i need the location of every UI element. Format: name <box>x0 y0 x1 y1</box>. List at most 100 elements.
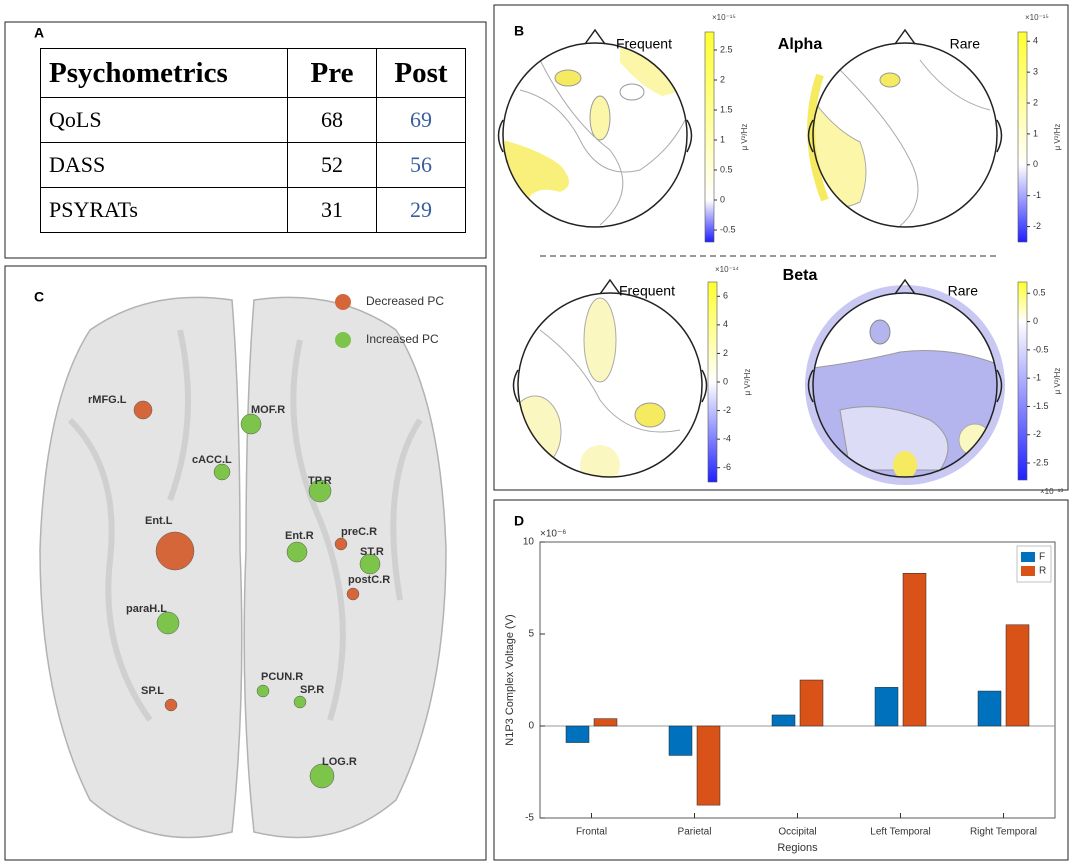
colorbar-unit: μ V²/Hz <box>1053 368 1062 395</box>
colorbar <box>704 31 715 243</box>
node-label: paraH.L <box>126 603 167 615</box>
colorbar-unit: μ V²/Hz <box>743 369 752 396</box>
y-axis-label: N1P3 Complex Voltage (V) <box>504 614 516 745</box>
y-tick-label: 0 <box>528 721 534 732</box>
colorbar <box>1017 281 1028 481</box>
x-tick-label: Right Temporal <box>970 827 1037 838</box>
bar <box>593 718 618 727</box>
colorbar-tick-label: 4 <box>1033 36 1038 46</box>
brain-node <box>286 541 308 563</box>
colorbar-unit: μ V²/Hz <box>740 124 749 151</box>
cell: 52 <box>287 142 377 188</box>
panel-frame <box>4 265 487 861</box>
x-tick-label: Occipital <box>778 827 816 838</box>
brain-node <box>309 763 335 789</box>
x-tick-label: Parietal <box>678 827 712 838</box>
bar <box>977 690 1002 727</box>
colorbar-exponent: ×10⁻¹³ <box>1040 487 1063 496</box>
map-title: Rare <box>950 36 981 52</box>
node-label: SP.R <box>300 684 324 696</box>
y-tick-label: 10 <box>523 537 535 548</box>
colorbar-tick-label: -2 <box>1033 429 1041 439</box>
brain-node <box>256 684 270 698</box>
colorbar-exponent: ×10⁻¹⁴ <box>715 265 739 274</box>
bar <box>902 573 927 727</box>
legend-marker <box>335 332 351 348</box>
y-tick-label: -5 <box>525 813 534 824</box>
node-label: PCUN.R <box>261 671 303 683</box>
node-label: MOF.R <box>251 404 285 416</box>
cell: 69 <box>376 97 466 143</box>
map-title: Frequent <box>616 36 672 52</box>
colorbar-tick-label: -0.5 <box>1033 344 1049 354</box>
colorbar-tick-label: 2 <box>723 348 728 358</box>
node-label: rMFG.L <box>88 394 127 406</box>
bar <box>696 725 721 806</box>
panel-frame <box>493 499 1069 861</box>
brain-node <box>346 587 360 601</box>
node-label: cACC.L <box>192 454 232 466</box>
colorbar-tick-label: -6 <box>723 462 731 472</box>
bar <box>771 714 796 727</box>
brain-node <box>359 553 381 575</box>
colorbar-tick-label: 1.5 <box>720 104 733 114</box>
panel-label: B <box>514 23 524 39</box>
cell: 31 <box>287 187 377 233</box>
colorbar-tick-label: -1 <box>1033 373 1041 383</box>
colorbar-tick-label: -4 <box>723 434 731 444</box>
colorbar-tick-label: -1.5 <box>1033 401 1049 411</box>
header-cell: Post <box>376 48 466 98</box>
brain-node <box>213 463 231 481</box>
band-title: Alpha <box>778 36 823 53</box>
colorbar-exponent: ×10⁻¹⁵ <box>712 13 736 22</box>
legend-label: Increased PC <box>366 332 439 346</box>
brain-node <box>334 537 348 551</box>
y-exponent: ×10⁻⁶ <box>540 529 566 540</box>
colorbar-tick-label: 1 <box>720 134 725 144</box>
colorbar-tick-label: -2.5 <box>1033 457 1049 467</box>
node-label: preC.R <box>341 526 377 538</box>
cell: 56 <box>376 142 466 188</box>
node-label: TP.R <box>308 475 332 487</box>
header-cell: Pre <box>287 48 377 98</box>
colorbar-unit: μ V²/Hz <box>1053 124 1062 151</box>
brain-node <box>293 695 307 709</box>
node-label: ST.R <box>360 546 384 558</box>
cell: QoLS <box>40 97 288 143</box>
x-axis-label: Regions <box>777 842 818 854</box>
node-label: LOG.R <box>322 756 357 768</box>
topomap <box>805 278 1005 485</box>
panel-frame <box>493 4 1069 491</box>
colorbar-tick-label: 0 <box>1033 316 1038 326</box>
brain-node <box>164 698 178 712</box>
legend-marker <box>335 294 351 310</box>
colorbar-tick-label: 0 <box>720 194 725 204</box>
brain-node <box>155 531 195 571</box>
node-label: Ent.R <box>285 530 314 542</box>
node-label: postC.R <box>348 574 390 586</box>
psychometrics-table: Psychometrics Pre Post QoLS 68 69 DASS 5… <box>40 48 466 233</box>
colorbar-tick-label: 3 <box>1033 67 1038 77</box>
node-label: Ent.L <box>145 515 173 527</box>
legend-label: F <box>1039 552 1045 563</box>
bar <box>1005 624 1030 727</box>
x-tick-label: Left Temporal <box>870 827 930 838</box>
brain-node <box>308 479 332 503</box>
brain <box>39 296 447 839</box>
legend-label: Decreased PC <box>366 294 444 308</box>
topomap <box>807 28 1003 228</box>
cell: PSYRATs <box>40 187 288 233</box>
cell: DASS <box>40 142 288 188</box>
map-title: Frequent <box>619 283 675 299</box>
bar <box>668 725 693 756</box>
x-tick-label: Frontal <box>576 827 607 838</box>
colorbar-tick-label: -0.5 <box>720 224 736 234</box>
colorbar-tick-label: 6 <box>723 291 728 301</box>
band-title: Beta <box>783 267 818 284</box>
colorbar-tick-label: 0 <box>1033 159 1038 169</box>
brain-node <box>156 611 180 635</box>
brain-node <box>133 400 153 420</box>
cell: 29 <box>376 187 466 233</box>
